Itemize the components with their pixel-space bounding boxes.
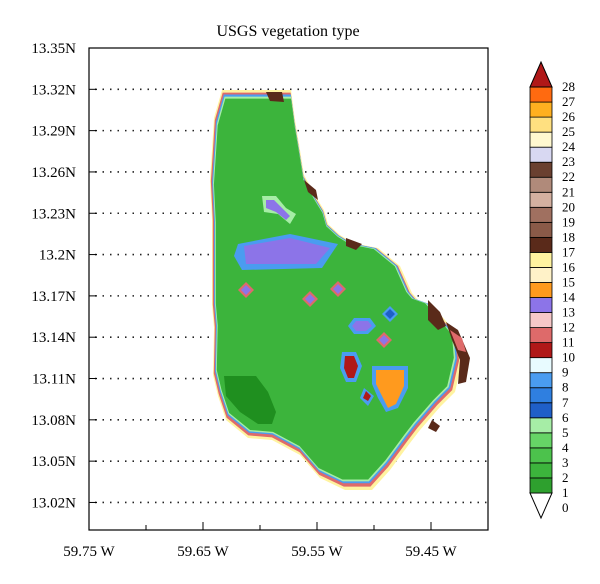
y-tick-label-4: 13.23N: [31, 206, 76, 222]
y-tick-label-3: 13.26N: [31, 165, 76, 181]
north-brown-patch: [266, 92, 284, 102]
east-brown-patch-3: [428, 300, 446, 330]
colorbar-swatch-2: [529, 462, 553, 479]
colorbar-swatch-28: [529, 60, 553, 88]
x-tick-label-3: 59.45 W: [405, 544, 457, 560]
colorbar-label-22: 22: [562, 169, 575, 184]
colorbar-swatch-23: [529, 146, 553, 163]
south-west-dark-green-patch: [224, 376, 276, 424]
colorbar-swatch-22: [529, 161, 553, 178]
colorbar-label-25: 25: [562, 124, 575, 139]
colorbar-swatch-16: [529, 252, 553, 268]
colorbar-swatch-15: [529, 267, 553, 283]
y-tick-label-8: 13.11N: [32, 372, 76, 388]
y-tick-label-10: 13.05N: [31, 454, 76, 470]
colorbar-label-7: 7: [562, 395, 569, 410]
colorbar-swatch-9: [529, 357, 553, 374]
y-axis: 13.35N 13.32N 13.29N 13.26N 13.23N 13.2N 13.17…: [31, 41, 97, 511]
colorbar-swatch-13: [529, 297, 553, 313]
colorbar-swatch-11: [529, 327, 553, 344]
colorbar-swatch-4: [529, 432, 553, 449]
colorbar-label-24: 24: [562, 139, 576, 154]
map-title: USGS vegetation type: [216, 23, 359, 40]
colorbar-label-16: 16: [562, 259, 576, 274]
colorbar-label-19: 19: [562, 214, 575, 229]
colorbar-swatch-17: [529, 236, 553, 253]
east-pink-patch: [450, 330, 466, 352]
east-brown-patch-4: [446, 322, 470, 384]
east-coast-patches: [266, 92, 470, 432]
x-tick-label-2: 59.55 W: [291, 544, 343, 560]
x-tick-label-0: 59.75 W: [63, 544, 115, 560]
y-tick-label-1: 13.32N: [31, 82, 76, 98]
colorbar-label-18: 18: [562, 229, 575, 244]
y-tick-label-6: 13.17N: [31, 289, 76, 305]
colorbar-label-0: 0: [562, 500, 569, 515]
colorbar-swatch-26: [529, 101, 553, 118]
y-tick-label-2: 13.29N: [31, 124, 76, 140]
y-tick-label-7: 13.14N: [31, 330, 76, 346]
south-east-brown-patch: [428, 420, 440, 432]
colorbar-label-15: 15: [562, 274, 575, 289]
y-tick-label-5: 13.2N: [39, 248, 76, 264]
x-axis: 59.75 W 59.65 W 59.55 W 59.45 W: [63, 522, 489, 560]
colorbar-label-28: 28: [562, 79, 575, 94]
colorbar-swatch-21: [529, 176, 553, 193]
colorbar-label-12: 12: [562, 320, 575, 335]
colorbar-label-17: 17: [562, 244, 576, 259]
colorbar-swatch-20: [529, 191, 553, 208]
colorbar-label-6: 6: [562, 410, 569, 425]
colorbar-label-5: 5: [562, 425, 569, 440]
colorbar-swatch-5: [529, 417, 553, 434]
colorbar-label-10: 10: [562, 350, 575, 365]
x-tick-label-1: 59.65 W: [177, 544, 229, 560]
colorbar-swatch-24: [529, 131, 553, 148]
colorbar-swatch-6: [529, 402, 553, 419]
colorbar-label-13: 13: [562, 305, 575, 320]
colorbar: 0123456789101112131415161718192021222324…: [529, 60, 576, 520]
east-brown-patch-1: [304, 180, 318, 200]
central-purple-patch: [234, 234, 338, 270]
small-patches: [238, 196, 408, 412]
colorbar-label-27: 27: [562, 94, 576, 109]
y-tick-label-0: 13.35N: [31, 41, 76, 57]
colorbar-label-3: 3: [562, 455, 569, 470]
colorbar-label-23: 23: [562, 154, 575, 169]
colorbar-label-14: 14: [562, 290, 576, 305]
colorbar-swatch-25: [529, 116, 553, 133]
colorbar-swatch-0: [529, 492, 553, 520]
colorbar-swatch-27: [529, 86, 553, 103]
colorbar-label-9: 9: [562, 365, 569, 380]
colorbar-swatch-8: [529, 372, 553, 389]
y-tick-label-9: 13.08N: [31, 413, 76, 429]
colorbar-swatch-18: [529, 221, 553, 238]
east-brown-patch-2: [346, 238, 362, 250]
colorbar-label-2: 2: [562, 470, 569, 485]
colorbar-label-21: 21: [562, 184, 575, 199]
colorbar-swatch-14: [529, 282, 553, 298]
colorbar-swatch-10: [529, 342, 553, 359]
colorbar-label-11: 11: [562, 335, 575, 350]
colorbar-label-26: 26: [562, 109, 576, 124]
colorbar-label-8: 8: [562, 380, 569, 395]
colorbar-swatch-19: [529, 206, 553, 223]
y-tick-label-11: 13.02N: [31, 495, 76, 511]
colorbar-label-1: 1: [562, 485, 569, 500]
colorbar-label-4: 4: [562, 440, 569, 455]
colorbar-label-20: 20: [562, 199, 575, 214]
colorbar-swatch-12: [529, 312, 553, 328]
colorbar-swatch-1: [529, 477, 553, 494]
colorbar-swatch-7: [529, 387, 553, 404]
colorbar-swatch-3: [529, 447, 553, 464]
